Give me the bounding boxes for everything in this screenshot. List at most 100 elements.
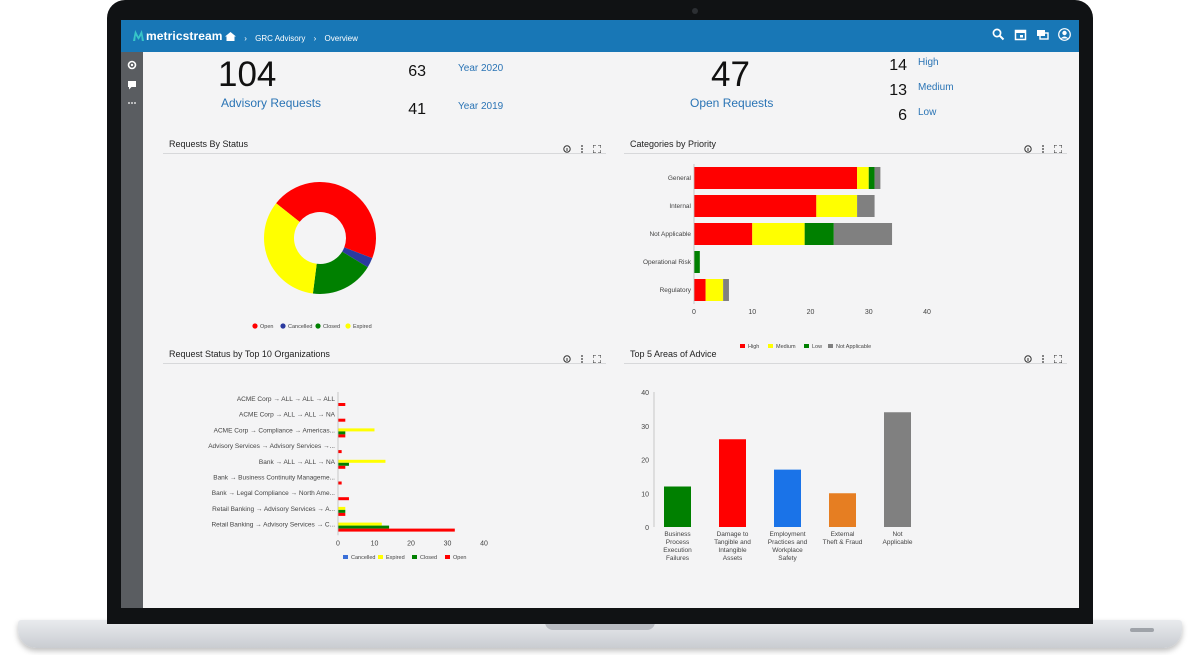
bar (338, 481, 342, 485)
info-icon[interactable] (563, 350, 571, 363)
bar-segment (723, 279, 729, 301)
bar (338, 465, 346, 469)
user-icon[interactable] (1058, 28, 1071, 41)
category-label: Process (666, 539, 690, 546)
legend-label: Not Applicable (836, 344, 871, 350)
legend-swatch (412, 555, 417, 559)
x-tick-label: 30 (865, 309, 873, 316)
y-tick-label: 20 (641, 458, 649, 465)
bar-segment (705, 279, 724, 301)
panel-divider (624, 153, 1067, 154)
category-label: Not Applicable (649, 231, 691, 238)
bar (338, 509, 346, 513)
bar (338, 512, 346, 516)
legend-label: Open (453, 555, 466, 561)
sidebar (121, 52, 143, 608)
app-logo[interactable]: metricstream (133, 29, 223, 43)
category-label: Tangible and (714, 539, 751, 546)
open-requests-label[interactable]: Open Requests (690, 96, 774, 110)
legend-label: Cancelled (351, 555, 375, 561)
legend-swatch (252, 323, 258, 329)
year-2020-label[interactable]: Year 2020 (458, 63, 504, 74)
advisory-requests-count: 104 (218, 55, 277, 94)
legend-swatch (768, 344, 773, 348)
kebab-menu-icon[interactable] (578, 350, 586, 363)
settings-icon[interactable] (127, 57, 137, 70)
kebab-menu-icon[interactable] (578, 140, 586, 153)
bar (829, 493, 856, 527)
search-icon[interactable] (992, 28, 1005, 41)
low-count: 6 (898, 107, 907, 124)
medium-count: 13 (889, 82, 907, 99)
top-icons (992, 28, 1071, 41)
calendar-icon[interactable] (1014, 28, 1027, 41)
panel-title-request-status-by-org: Request Status by Top 10 Organizations (169, 349, 330, 359)
kebab-menu-icon[interactable] (1039, 140, 1047, 153)
category-label: Assets (723, 555, 743, 562)
kebab-menu-icon[interactable] (1039, 350, 1047, 363)
bar-segment (874, 167, 881, 189)
bar (338, 459, 386, 463)
advisory-requests-label[interactable]: Advisory Requests (221, 96, 322, 110)
top-bar: metricstream › GRC Advisory › Overview (121, 20, 1079, 52)
breadcrumb-item-grc-advisory[interactable]: GRC Advisory (255, 34, 306, 43)
bar-segment (694, 223, 753, 245)
category-label: Theft & Fraud (823, 539, 863, 546)
y-tick-label: 30 (641, 424, 649, 431)
x-tick-label: 20 (807, 309, 815, 316)
legend-label: Medium (776, 344, 796, 350)
info-icon[interactable] (1024, 140, 1032, 153)
panel-title-top5-areas: Top 5 Areas of Advice (630, 349, 717, 359)
bar (338, 525, 390, 529)
bar-segment (694, 195, 817, 217)
info-icon[interactable] (563, 140, 571, 153)
year-2019-label[interactable]: Year 2019 (458, 101, 504, 112)
y-tick-label: 10 (641, 491, 649, 498)
year-2019-count: 41 (408, 101, 426, 118)
bar (338, 428, 375, 432)
category-label: Safety (778, 555, 797, 562)
breadcrumb: › GRC Advisory › Overview (225, 32, 364, 43)
bar-segment (694, 251, 700, 273)
y-tick-label: 40 (641, 390, 649, 397)
breadcrumb-item-overview[interactable]: Overview (324, 34, 358, 43)
donut-slice (264, 203, 317, 294)
legend-swatch (445, 555, 450, 559)
year-2020-count: 63 (408, 63, 426, 80)
category-label: Bank → Business Continuity Manageme... (213, 475, 335, 482)
bar (774, 469, 801, 527)
dashboard-content: 104 Advisory Requests 63 Year 2020 41 Ye… (143, 52, 1079, 608)
category-label: ACME Corp → Compliance → Americas... (214, 427, 336, 434)
category-label: Bank → Legal Compliance → North Ame... (212, 490, 335, 497)
category-label: Advisory Services → Advisory Services →.… (208, 443, 335, 450)
low-label[interactable]: Low (918, 107, 937, 118)
legend-swatch (343, 555, 348, 559)
bar (338, 418, 346, 422)
category-label: Execution (663, 547, 692, 554)
high-label[interactable]: High (918, 57, 939, 68)
category-label: Bank → ALL → ALL → NA (259, 459, 336, 466)
donut-slice (312, 251, 368, 294)
bar (338, 522, 382, 526)
comment-icon[interactable] (127, 77, 137, 90)
chevron-right-icon: › (313, 34, 317, 43)
category-label: Practices and (768, 539, 808, 546)
bar-segment (857, 195, 875, 217)
bar-segment (833, 223, 893, 245)
panel-title-categories-by-priority: Categories by Priority (630, 139, 717, 149)
info-icon[interactable] (1024, 350, 1032, 363)
category-label: Regulatory (660, 287, 692, 294)
legend-label: Closed (420, 555, 437, 561)
legend-label: Cancelled (288, 324, 312, 330)
logo-text: metricstream (146, 29, 223, 43)
category-label: Operational Risk (643, 259, 692, 266)
category-label: Internal (669, 203, 691, 210)
legend-label: High (748, 344, 759, 350)
medium-label[interactable]: Medium (918, 82, 954, 93)
bar (338, 431, 346, 435)
chat-icon[interactable] (1036, 28, 1049, 41)
more-icon[interactable] (127, 95, 137, 105)
panel-title-requests-by-status: Requests By Status (169, 139, 249, 149)
legend-label: Expired (353, 324, 372, 330)
home-icon[interactable] (225, 32, 238, 43)
